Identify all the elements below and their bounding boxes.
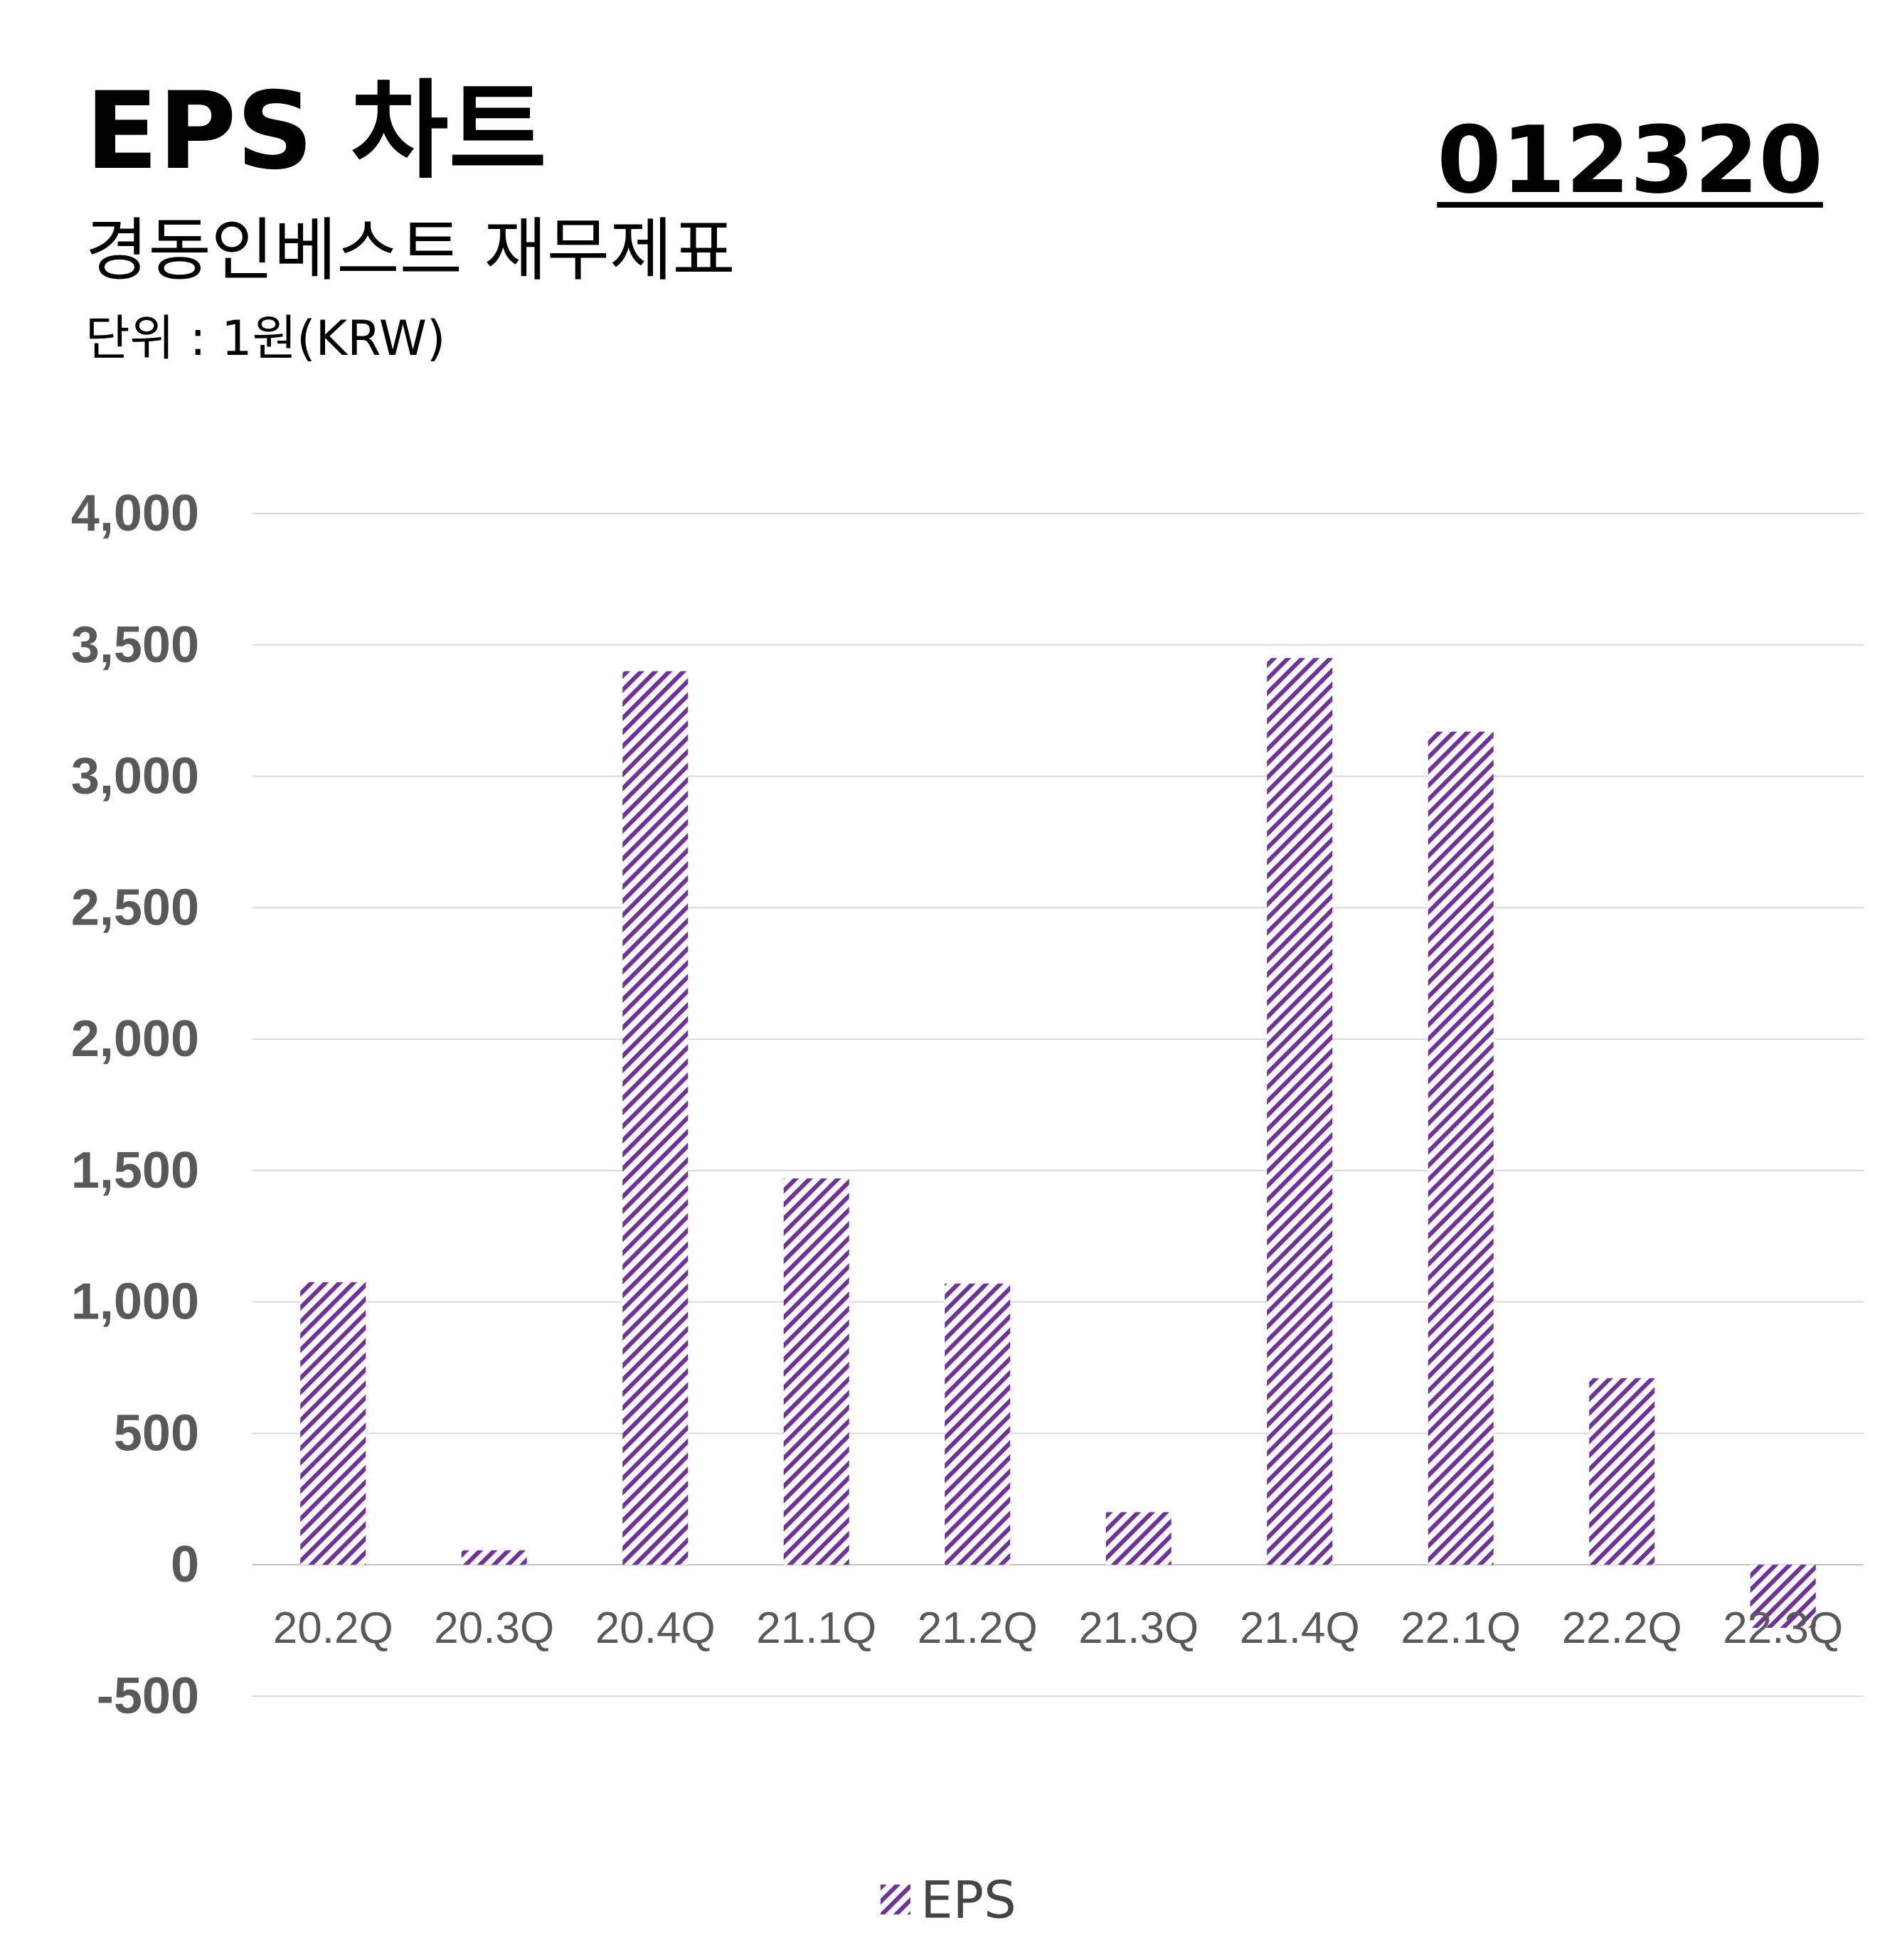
bar-21.1Q — [783, 1178, 849, 1565]
x-tick-label: 21.2Q — [918, 1604, 1038, 1653]
x-tick-label: 22.1Q — [1401, 1604, 1521, 1653]
y-tick-label: 1,500 — [71, 1142, 199, 1199]
x-tick-label: 22.2Q — [1562, 1604, 1682, 1653]
y-tick-label: 2,500 — [71, 879, 199, 936]
y-tick-label: 0 — [171, 1536, 199, 1593]
legend-swatch-eps — [881, 1885, 911, 1915]
x-tick-label: 20.4Q — [595, 1604, 716, 1653]
y-tick-label: 3,500 — [71, 617, 199, 673]
bar-20.3Q — [461, 1550, 527, 1565]
ticker-code[interactable]: 012320 — [1437, 106, 1823, 214]
bar-22.3Q — [1750, 1565, 1816, 1628]
bar-21.3Q — [1105, 1512, 1171, 1565]
chart-title: EPS 차트 — [85, 70, 547, 193]
chart-subtitle: 경동인베스트 재무제표 — [85, 211, 735, 290]
bar-21.4Q — [1267, 658, 1333, 1565]
y-tick-label: 500 — [114, 1405, 199, 1461]
x-tick-label: 21.4Q — [1240, 1604, 1360, 1653]
bar-22.2Q — [1589, 1378, 1655, 1565]
legend-label-eps: EPS — [920, 1870, 1016, 1930]
y-tick-label: 1,000 — [71, 1274, 199, 1331]
bar-20.2Q — [300, 1282, 366, 1565]
bar-21.2Q — [945, 1283, 1011, 1565]
x-tick-label: 21.1Q — [756, 1604, 876, 1653]
y-axis-tick-labels: 4,000 3,500 3,000 2,500 2,000 1,500 1,000 500 0 -… — [71, 485, 199, 1725]
x-axis-tick-labels: 20.2Q 20.3Q 20.4Q 21.1Q 21.2Q 21.3Q 21.4Q 22.1Q… — [273, 1604, 1843, 1653]
bar-22.1Q — [1428, 731, 1494, 1565]
legend: EPS — [0, 1870, 1897, 1925]
y-tick-label: 3,000 — [71, 748, 199, 805]
unit-label: 단위 : 1원(KRW) — [85, 311, 446, 367]
x-tick-label: 22.3Q — [1723, 1604, 1843, 1653]
x-tick-label: 21.3Q — [1078, 1604, 1199, 1653]
y-tick-label: 4,000 — [71, 485, 199, 542]
y-tick-label: -500 — [97, 1668, 199, 1725]
y-tick-label: 2,000 — [71, 1011, 199, 1067]
x-tick-label: 20.3Q — [434, 1604, 554, 1653]
bar-20.4Q — [622, 671, 689, 1565]
x-tick-label: 20.2Q — [273, 1604, 393, 1653]
bars — [300, 658, 1816, 1628]
